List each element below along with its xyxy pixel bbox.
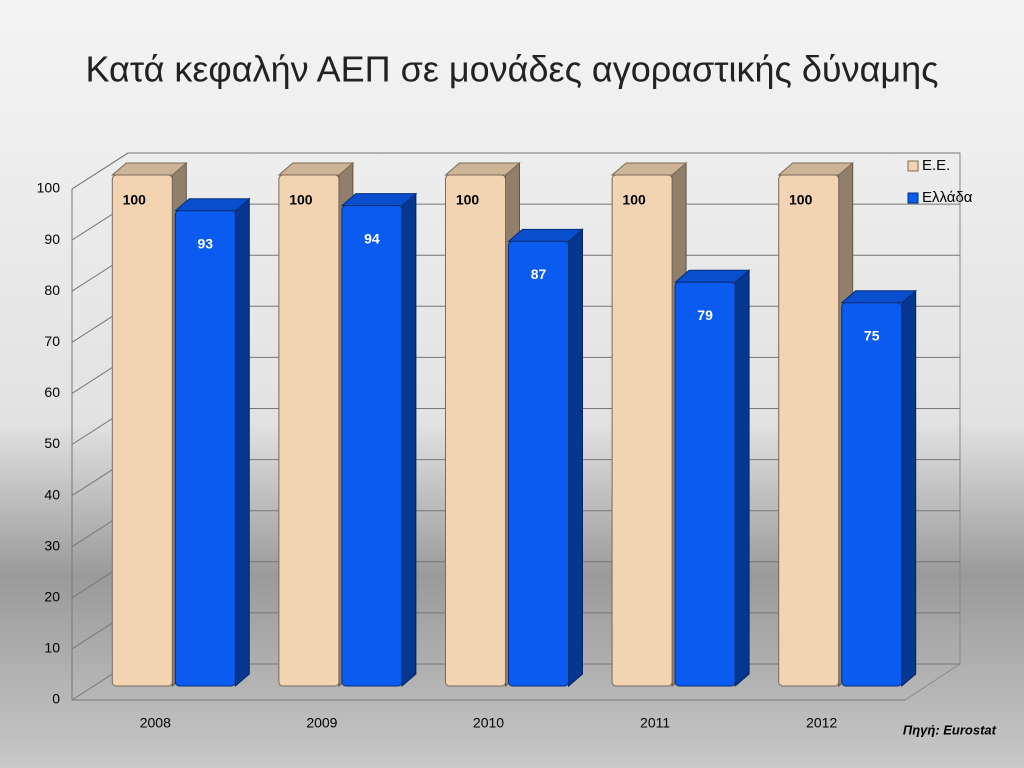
bar-side	[901, 289, 917, 688]
bar-side	[568, 228, 583, 688]
bar-front	[778, 174, 840, 687]
chart-title: Κατά κεφαλήν ΑΕΠ σε μονάδες αγοραστικής …	[85, 49, 938, 90]
y-tick-label: 10	[44, 640, 60, 656]
data-label: 100	[289, 192, 313, 208]
legend-label: Ελλάδα	[922, 189, 973, 206]
x-tick-label: 2010	[473, 715, 504, 731]
legend-swatch	[907, 192, 919, 204]
bar-front	[508, 240, 569, 687]
data-label: 94	[364, 230, 380, 246]
data-label: 87	[531, 266, 547, 282]
y-tick-label: 0	[52, 691, 60, 707]
y-tick-label: 40	[44, 486, 60, 502]
legend-swatch	[907, 160, 919, 172]
y-tick-label: 30	[44, 537, 60, 553]
bar-front	[841, 302, 903, 687]
data-label: 79	[697, 307, 713, 323]
data-label: 100	[622, 192, 646, 208]
y-tick-label: 100	[37, 180, 61, 196]
bar	[507, 228, 584, 688]
y-tick-label: 80	[44, 282, 60, 298]
bar	[673, 269, 751, 688]
data-label: 100	[456, 192, 480, 208]
y-tick-label: 60	[44, 384, 60, 400]
bar-front	[341, 205, 403, 687]
bar-front	[111, 174, 173, 687]
x-tick-label: 2012	[806, 715, 837, 731]
bar-front	[445, 174, 506, 687]
bar-side	[734, 269, 750, 688]
bar-front	[611, 174, 673, 687]
y-tick-label: 70	[44, 333, 60, 349]
bar-front	[674, 281, 736, 687]
data-label: 93	[198, 235, 214, 251]
data-label: 75	[864, 327, 880, 343]
data-label: 100	[123, 192, 147, 208]
x-tick-label: 2011	[640, 715, 670, 731]
y-tick-label: 20	[44, 589, 60, 605]
bar-side	[234, 197, 250, 688]
bar	[840, 289, 918, 688]
bar-front	[174, 210, 236, 687]
x-tick-label: 2008	[140, 715, 171, 731]
bar	[173, 197, 251, 688]
x-tick-label: 2009	[306, 715, 337, 731]
source: Πηγή: Eurostat	[903, 722, 997, 737]
legend-label: Ε.Ε.	[922, 157, 950, 174]
grid-line	[71, 152, 960, 190]
data-label: 100	[789, 192, 813, 208]
y-tick-label: 90	[44, 231, 60, 247]
bar-front	[278, 174, 340, 687]
bar-side	[401, 192, 417, 688]
bar	[340, 192, 418, 688]
y-tick-label: 50	[44, 435, 60, 451]
